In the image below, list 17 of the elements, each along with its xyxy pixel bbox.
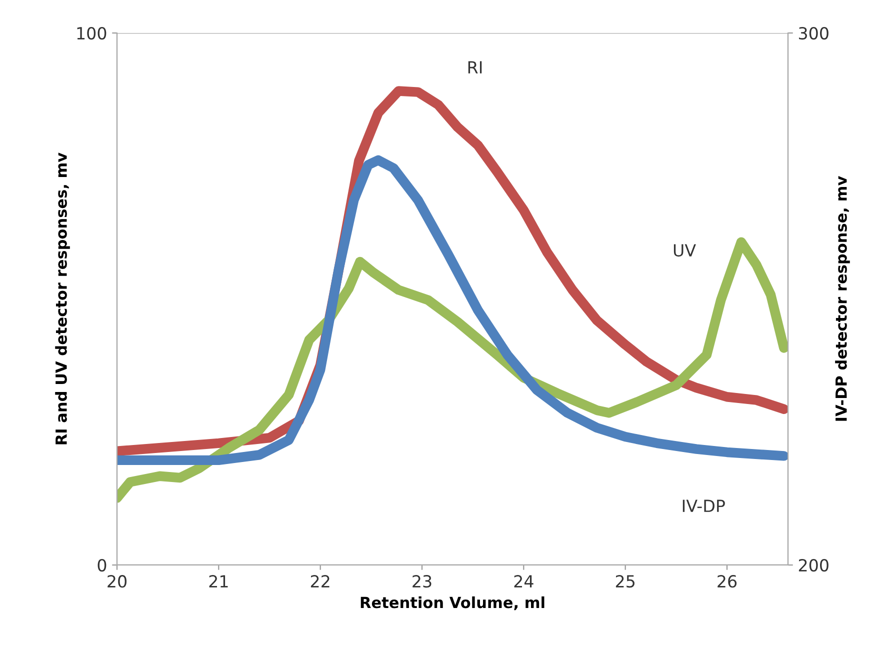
x-tick-label: 21 <box>209 575 228 588</box>
y-axis-title: RI and UV detector responses, mv <box>55 152 70 444</box>
x-tick-label: 24 <box>514 575 534 588</box>
text: RI <box>468 61 482 74</box>
text: IV-DP <box>682 500 725 512</box>
text: UV <box>674 244 696 257</box>
x-axis-title: Retention Volume, ml <box>360 596 544 610</box>
y-tick-label: 0 <box>98 558 106 572</box>
x-tick-label: 20 <box>108 575 126 588</box>
x-tick-label: 26 <box>718 575 737 588</box>
x-tick-label: 22 <box>310 575 330 588</box>
x-tick-label: 23 <box>412 575 432 588</box>
y2-tick-label: 200 <box>798 558 828 572</box>
y2-axis-title: IV-DP detector response, mv <box>835 176 850 421</box>
y2-tick-label: 300 <box>798 26 828 40</box>
y-tick-label: 100 <box>77 26 106 40</box>
x-tick-label: 25 <box>616 575 634 588</box>
